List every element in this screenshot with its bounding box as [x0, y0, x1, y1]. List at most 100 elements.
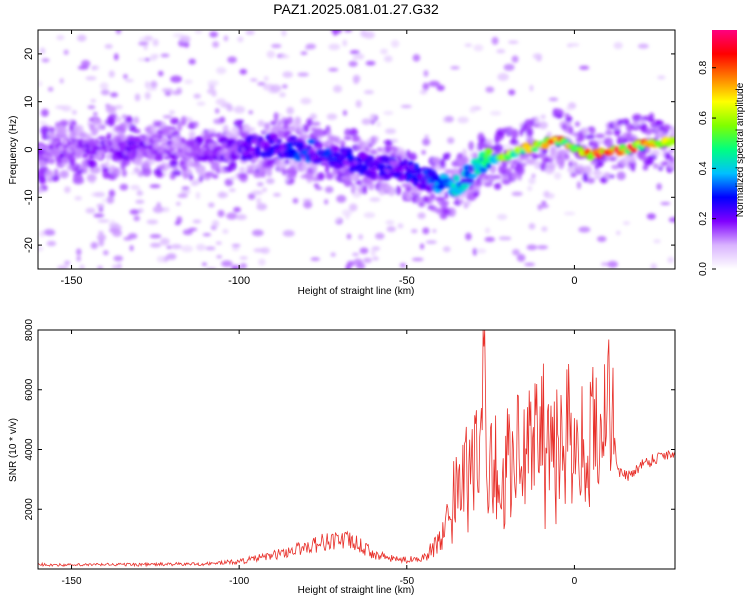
ridge-halo-blob: [462, 200, 472, 206]
noise-blob: [90, 98, 96, 103]
ridge-halo-blob: [442, 153, 450, 161]
ridge-halo-blob: [567, 166, 577, 174]
ridge-blob: [260, 151, 267, 158]
noise-blob: [537, 205, 543, 211]
ridge-halo-blob: [621, 118, 630, 126]
ridge-halo-blob: [588, 141, 594, 146]
noise-blob: [93, 111, 98, 116]
noise-blob: [472, 248, 478, 256]
noise-blob: [201, 262, 207, 266]
ridge-halo-blob: [107, 118, 115, 127]
ridge-halo-blob: [526, 127, 534, 138]
ridge-halo-blob: [540, 114, 546, 120]
noise-blob: [121, 114, 127, 119]
noise-blob: [59, 78, 64, 84]
ridge-halo-blob: [238, 119, 244, 124]
snr-y-ticks: 2000 4000 6000 8000: [24, 318, 675, 520]
noise-blob: [133, 215, 140, 222]
ridge-halo-blob: [505, 167, 512, 174]
y-tick-label: 4000: [24, 438, 35, 461]
noise-blob: [79, 264, 85, 269]
ridge-blob: [410, 168, 417, 175]
noise-blob: [87, 105, 96, 110]
noise-blob: [40, 108, 49, 117]
ridge-blob: [530, 147, 539, 152]
ridge-halo-blob: [69, 123, 74, 132]
ridge-halo-blob: [71, 167, 77, 172]
noise-blob: [282, 84, 288, 89]
noise-blob: [194, 30, 203, 34]
noise-blob: [214, 108, 220, 114]
noise-blob: [399, 263, 407, 268]
noise-blob: [271, 43, 282, 48]
ridge-halo-blob: [596, 160, 604, 167]
noise-blob: [104, 44, 113, 49]
ridge-blob: [288, 136, 297, 141]
noise-blob: [484, 236, 495, 243]
noise-blob: [386, 226, 396, 233]
ridge-halo-blob: [473, 181, 483, 187]
spectrogram-x-axis-label: Height of straight line (km): [298, 286, 415, 297]
noise-blob: [355, 99, 362, 108]
noise-blob: [89, 165, 101, 174]
ridge-halo-blob: [317, 135, 323, 143]
ridge-halo-blob: [341, 175, 351, 181]
noise-blob: [146, 219, 159, 225]
ridge-halo-blob: [631, 165, 636, 172]
noise-blob: [74, 196, 82, 201]
spectrogram-x-ticks: -150 -100 -50 0: [61, 30, 577, 287]
noise-blob: [383, 111, 394, 115]
ridge-halo-blob: [133, 116, 140, 124]
ridge-halo-blob: [325, 172, 334, 180]
ridge-halo-blob: [479, 137, 488, 144]
noise-blob: [212, 41, 220, 48]
noise-blob: [501, 144, 513, 148]
ridge-halo-blob: [369, 150, 376, 155]
ridge-halo-blob: [574, 121, 581, 127]
noise-blob: [144, 81, 150, 89]
noise-blob: [376, 121, 381, 128]
noise-blob: [93, 191, 106, 198]
noise-blob: [180, 189, 191, 195]
noise-blob: [152, 38, 159, 47]
noise-blob: [256, 197, 262, 205]
ridge-blob: [366, 155, 375, 162]
noise-blob: [223, 35, 229, 42]
noise-blob: [172, 33, 185, 38]
y-tick-label: 8000: [24, 318, 35, 341]
noise-blob: [536, 245, 549, 250]
colorbar-tick-label: 0.2: [698, 211, 709, 225]
ridge-halo-blob: [121, 169, 127, 177]
noise-blob: [230, 176, 235, 181]
ridge-halo-blob: [429, 193, 436, 201]
noise-blob: [119, 183, 129, 191]
spectrogram-y-axis-label: Frequency (Hz): [8, 116, 19, 185]
ridge-blob: [218, 137, 228, 144]
ridge-halo-blob: [317, 172, 325, 181]
noise-blob: [419, 89, 428, 95]
noise-blob: [130, 184, 140, 191]
noise-blob: [219, 116, 226, 123]
noise-blob: [80, 59, 91, 68]
ridge-blob: [540, 142, 549, 149]
noise-blob: [324, 186, 334, 194]
noise-blob: [352, 252, 360, 257]
ridge-halo-blob: [92, 116, 99, 126]
ridge-blob: [346, 151, 352, 156]
noise-blob: [411, 228, 418, 234]
ridge-blob: [345, 148, 353, 153]
y-tick-label: 20: [23, 48, 35, 60]
noise-blob: [359, 247, 369, 254]
noise-blob: [330, 252, 336, 257]
noise-blob: [85, 207, 96, 214]
noise-blob: [113, 53, 119, 61]
snr-line: [38, 330, 675, 568]
noise-blob: [668, 216, 675, 223]
noise-blob: [328, 43, 341, 51]
noise-blob: [205, 246, 216, 251]
noise-blob: [657, 75, 666, 80]
snr-series: [38, 330, 675, 568]
noise-blob: [553, 172, 562, 180]
noise-blob: [286, 106, 295, 115]
